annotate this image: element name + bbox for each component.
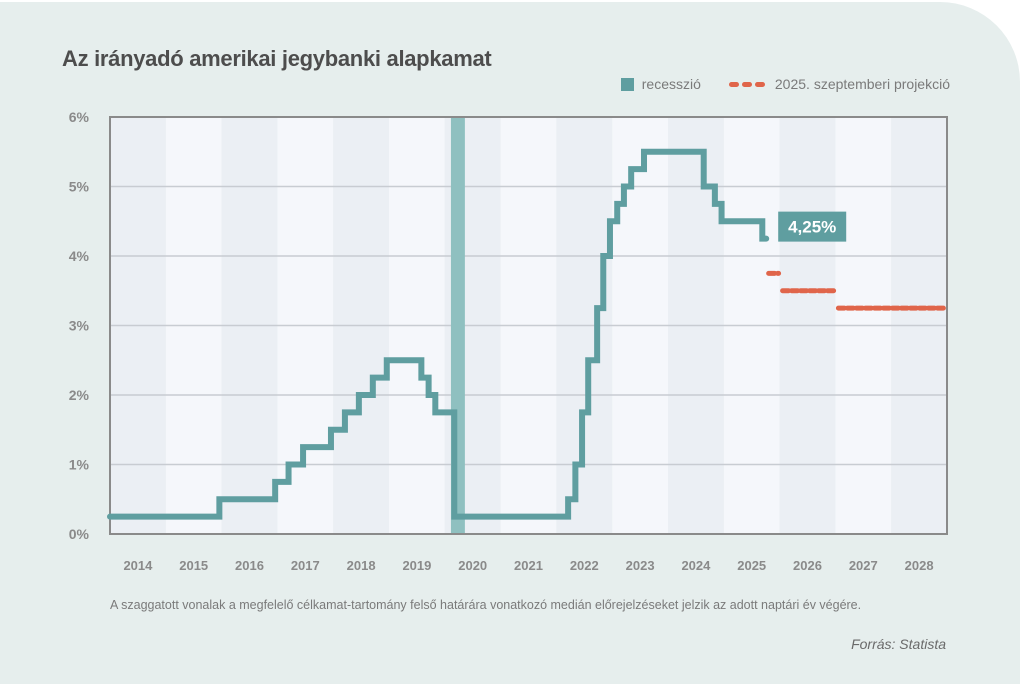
projection-legend-swatch <box>728 81 765 87</box>
x-tick-label: 2028 <box>905 558 934 573</box>
plot-border <box>109 116 948 535</box>
projection-legend-label: 2025. szeptemberi projekció <box>774 76 950 92</box>
y-tick-label: 1% <box>69 457 90 473</box>
x-tick-label: 2025 <box>737 558 766 573</box>
y-tick-label: 6% <box>69 109 90 125</box>
x-tick-label: 2022 <box>570 558 599 573</box>
x-tick-label: 2023 <box>626 558 655 573</box>
legend: recesszió 2025. szeptemberi projekció <box>620 76 950 92</box>
x-tick-label: 2024 <box>681 558 711 573</box>
value-annotation-box <box>778 211 847 242</box>
x-tick-label: 2027 <box>849 558 878 573</box>
x-tick-label: 2016 <box>235 558 264 573</box>
x-tick-label: 2017 <box>291 558 320 573</box>
y-tick-label: 0% <box>69 526 90 542</box>
x-tick-label: 2026 <box>793 558 822 573</box>
y-tick-label: 4% <box>69 248 90 264</box>
value-annotation-label: 4,25% <box>788 218 836 237</box>
x-tick-label: 2020 <box>458 558 487 573</box>
chart-title: Az irányadó amerikai jegybanki alapkamat <box>62 46 492 71</box>
x-tick-label: 2014 <box>123 558 153 573</box>
recession-legend-label: recesszió <box>641 76 701 92</box>
x-tick-label: 2021 <box>514 558 543 573</box>
rate-step-line <box>107 148 770 520</box>
x-tick-label: 2019 <box>402 558 431 573</box>
y-tick-label: 2% <box>69 387 90 403</box>
chart-source: Forrás: Statista <box>851 636 946 652</box>
recession-legend-swatch <box>620 77 634 91</box>
chart-note: A szaggatott vonalak a megfelelő célkama… <box>110 598 862 612</box>
x-tick-label: 2018 <box>347 558 376 573</box>
y-tick-label: 3% <box>69 318 90 334</box>
y-tick-label: 5% <box>69 179 90 195</box>
x-tick-label: 2015 <box>179 558 208 573</box>
